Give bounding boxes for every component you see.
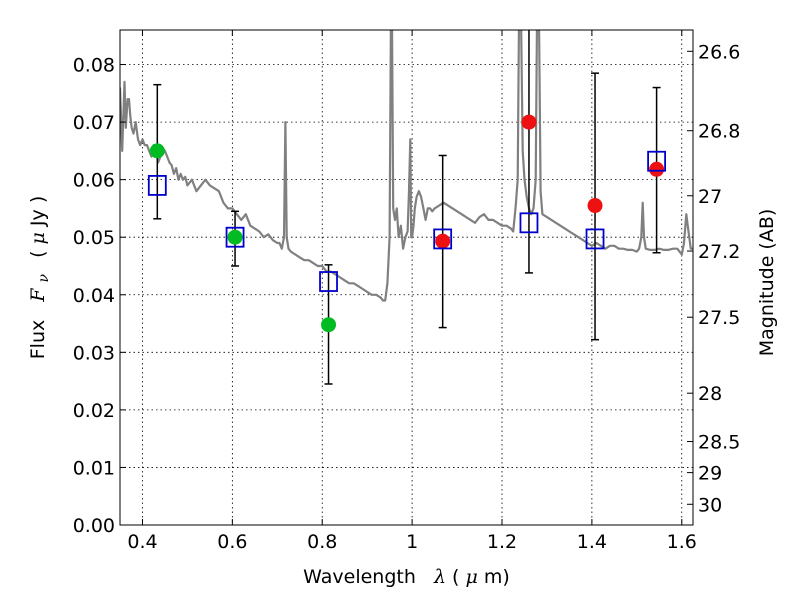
y2-tick-label: 30 <box>698 494 722 516</box>
data-point <box>521 114 537 130</box>
data-point <box>227 229 243 245</box>
y-tick-label: 0.03 <box>73 342 115 364</box>
data-point <box>587 198 603 214</box>
y-axis-label-unit-mu: μ <box>27 232 49 244</box>
y-tick-label: 0.04 <box>73 285 115 307</box>
y2-tick-label: 27.5 <box>698 307 740 329</box>
model-square <box>319 271 338 292</box>
x-axis-label-unit-mu: μ <box>466 566 478 588</box>
y-axis-label-subscript: ν <box>36 273 52 282</box>
x-tick-label: 0.6 <box>217 531 247 553</box>
x-tick-label: 1.6 <box>667 531 697 553</box>
y-tick-label: 0.08 <box>73 55 115 77</box>
model-square <box>519 212 539 234</box>
y-tick-label: 0.01 <box>73 457 115 479</box>
model-square <box>647 150 666 172</box>
data-point <box>149 143 165 159</box>
y-tick-label: 0.02 <box>73 400 115 422</box>
y2-tick-label: 26.8 <box>698 121 740 143</box>
x-axis-label-text: Wavelength <box>303 566 416 588</box>
x-axis-label-unit-open: ( <box>452 566 459 588</box>
data-point <box>435 233 451 249</box>
y-axis-label-symbol: F <box>27 288 49 303</box>
plot-frame <box>119 29 694 526</box>
spectrum-line <box>120 30 693 302</box>
y2-tick-label: 28 <box>698 383 722 405</box>
x-axis-label-symbol: λ <box>433 566 446 588</box>
y-axis-label-unit-rest: Jy ) <box>27 196 49 227</box>
model-square <box>585 228 605 250</box>
y-tick-label: 0.05 <box>73 227 115 249</box>
y2-axis-label: Magnitude (AB) <box>756 209 778 357</box>
y2-tick-label: 27 <box>698 186 722 208</box>
x-tick-label: 1.4 <box>577 531 607 553</box>
x-tick-label: 1 <box>406 531 418 553</box>
plot-area <box>120 30 693 525</box>
y2-tick-label: 29 <box>698 463 722 485</box>
x-tick-label: 1.2 <box>487 531 517 553</box>
data-point <box>321 317 337 333</box>
y-tick-label: 0.06 <box>73 170 115 192</box>
y2-tick-label: 28.5 <box>698 432 740 454</box>
y-tick-label: 0.00 <box>73 515 115 537</box>
ticks: 0.4 0.6 0.8 1 1.2 1.4 1.6 0.00 0.01 0.02 0.03 0.04 0… <box>73 30 740 553</box>
x-axis-label-unit-rest: m) <box>484 566 510 588</box>
x-axis-label: Wavelength λ ( μ m) <box>303 566 510 588</box>
y2-tick-label: 27.2 <box>698 241 740 263</box>
model-square <box>433 228 453 250</box>
series-layer <box>120 30 693 385</box>
y-tick-label: 0.07 <box>73 112 115 134</box>
model-square <box>147 175 167 196</box>
y-axis-label-text: Flux <box>27 320 49 360</box>
model-square <box>225 226 245 248</box>
x-tick-label: 0.4 <box>127 531 157 553</box>
y-axis-label: Flux F ν ( μ Jy ) <box>27 196 53 360</box>
data-point <box>649 161 665 177</box>
x-tick-label: 0.8 <box>307 531 337 553</box>
y2-tick-label: 26.6 <box>698 41 740 63</box>
y-axis-label-unit-open: ( <box>27 244 49 257</box>
